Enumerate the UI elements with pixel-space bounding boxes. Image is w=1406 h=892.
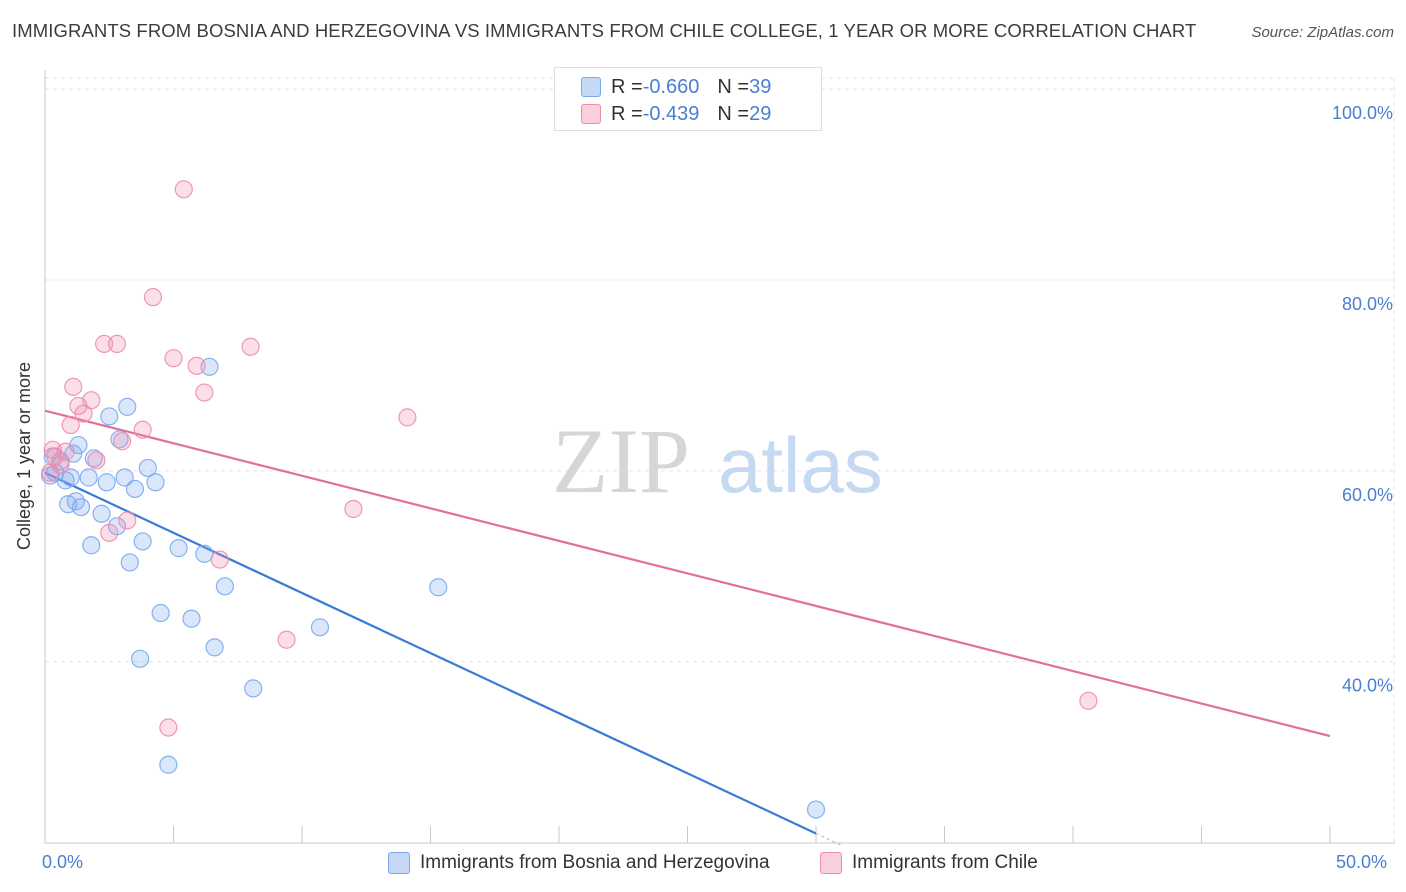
point-bosnia	[115, 468, 134, 487]
point-chile	[164, 349, 183, 368]
stats-box: R = -0.660 N = 39 R = -0.439 N = 29	[554, 67, 822, 131]
point-bosnia	[133, 532, 152, 551]
axes	[44, 70, 1395, 844]
point-chile	[61, 415, 80, 435]
point-bosnia	[66, 492, 85, 511]
point-bosnia	[100, 407, 119, 426]
point-bosnia	[159, 755, 178, 774]
stats-row-chile: R = -0.439 N = 29	[581, 101, 771, 127]
point-bosnia	[84, 449, 103, 468]
point-bosnia	[146, 473, 165, 492]
point-chile	[82, 391, 101, 410]
point-bosnia	[130, 649, 150, 668]
x-tick-label-min: 0.0%	[42, 852, 84, 872]
legend-item-chile[interactable]: Immigrants from Chile	[820, 852, 1038, 874]
point-bosnia	[92, 504, 111, 523]
point-chile	[107, 334, 127, 353]
point-bosnia	[182, 609, 201, 628]
stats-n-value: 39	[749, 75, 772, 98]
point-chile	[398, 408, 417, 427]
point-chile	[174, 180, 193, 199]
stats-row-bosnia: R = -0.660 N = 39	[581, 74, 771, 100]
data-points	[41, 180, 1098, 819]
point-chile	[112, 432, 132, 451]
point-chile	[46, 447, 65, 466]
point-chile	[344, 499, 363, 519]
y-tick-label: 80.0%	[1342, 294, 1393, 314]
y-tick-label: 40.0%	[1342, 676, 1393, 696]
point-bosnia	[79, 468, 98, 487]
point-bosnia	[118, 397, 137, 416]
point-bosnia	[205, 638, 224, 657]
point-bosnia	[120, 553, 139, 572]
point-bosnia	[169, 539, 188, 558]
point-chile	[74, 404, 93, 423]
point-chile	[241, 337, 260, 356]
y-tick-labels: 40.0% 60.0% 80.0% 100.0%	[1332, 103, 1393, 696]
source-label: Source: ZipAtlas.com	[1251, 24, 1394, 41]
legend-label-bosnia: Immigrants from Bosnia and Herzegovina	[420, 852, 770, 873]
point-bosnia	[310, 618, 330, 637]
stats-swatch-bosnia	[581, 77, 601, 97]
point-bosnia	[61, 468, 80, 487]
stats-r-label: R =	[611, 102, 643, 125]
stats-n-value: 29	[749, 102, 772, 125]
point-chile	[210, 550, 229, 569]
point-chile	[143, 288, 163, 307]
point-chile	[95, 334, 114, 353]
point-chile	[51, 455, 70, 475]
stats-r-value: -0.660	[642, 75, 700, 98]
stats-r-value: -0.439	[642, 102, 700, 125]
point-bosnia	[200, 357, 219, 376]
legend-swatch-chile	[820, 852, 842, 874]
y-tick-label: 100.0%	[1332, 103, 1393, 123]
point-chile	[41, 463, 60, 482]
point-chile	[118, 511, 137, 530]
point-chile	[133, 420, 152, 439]
point-bosnia	[125, 479, 145, 499]
point-bosnia	[806, 800, 826, 819]
trend-line-bosnia-extension	[815, 832, 842, 847]
point-chile	[277, 630, 296, 649]
y-axis-label: College, 1 year or more	[14, 361, 34, 551]
chart-title: IMMIGRANTS FROM BOSNIA AND HERZEGOVINA V…	[12, 20, 1197, 41]
point-bosnia	[429, 578, 448, 597]
trend-line-bosnia	[44, 471, 817, 835]
trend-lines	[44, 409, 1331, 847]
stats-swatch-chile	[581, 104, 601, 124]
point-chile	[56, 442, 75, 461]
trend-line-chile	[44, 409, 1331, 738]
legend: Immigrants from Bosnia and Herzegovina I…	[0, 852, 1406, 876]
point-chile	[100, 523, 119, 542]
point-bosnia	[71, 497, 91, 517]
point-bosnia	[215, 577, 234, 596]
legend-swatch-bosnia	[388, 852, 410, 874]
point-chile	[64, 377, 83, 396]
x-tick-label-max: 50.0%	[1336, 852, 1388, 872]
point-bosnia	[195, 544, 214, 563]
stats-r-label: R =	[611, 75, 643, 98]
stats-n-label: N =	[717, 75, 750, 98]
point-chile	[195, 383, 214, 402]
watermark-atlas: atlas	[718, 421, 883, 509]
legend-item-bosnia[interactable]: Immigrants from Bosnia and Herzegovina	[388, 852, 770, 874]
point-bosnia	[110, 430, 129, 449]
legend-label-chile: Immigrants from Chile	[852, 852, 1038, 873]
point-bosnia	[138, 458, 157, 478]
point-bosnia	[244, 679, 263, 698]
point-bosnia	[151, 603, 170, 623]
y-tick-label: 60.0%	[1342, 485, 1393, 505]
point-bosnia	[97, 473, 116, 492]
watermark-zip: ZIP	[552, 410, 690, 512]
point-chile	[159, 718, 178, 737]
watermark: ZIP atlas	[552, 410, 883, 512]
point-chile	[87, 451, 106, 470]
point-bosnia	[82, 536, 101, 555]
stats-n-label: N =	[717, 102, 750, 125]
point-chile	[187, 356, 206, 375]
point-chile	[1079, 691, 1098, 710]
